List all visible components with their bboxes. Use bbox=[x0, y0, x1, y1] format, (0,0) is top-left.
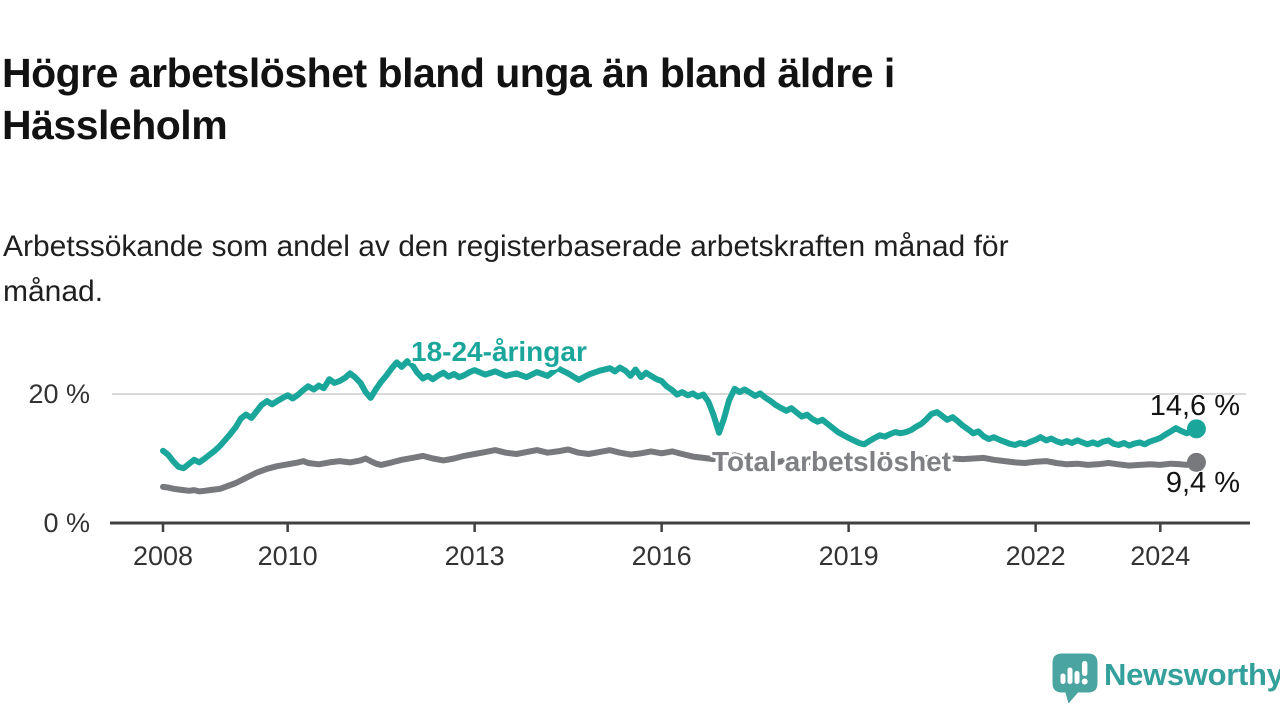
brand-name: Newsworthy bbox=[1104, 657, 1280, 692]
x-tick-label-2008: 2008 bbox=[132, 541, 194, 571]
end-value-label-young: 14,6 % bbox=[1149, 390, 1240, 422]
subtitle-line-1: Arbetssökande som andel av den registerb… bbox=[3, 230, 1009, 263]
title-line-1: Högre arbetslöshet bland unga än bland ä… bbox=[2, 50, 895, 97]
subtitle-line-2: månad. bbox=[3, 275, 104, 308]
x-tick-label-2016: 2016 bbox=[631, 541, 692, 571]
end-dot-young bbox=[1186, 419, 1206, 439]
y-tick-label-20: 20 % bbox=[28, 379, 90, 409]
chart-subtitle: Arbetssökande som andel av den registerb… bbox=[3, 224, 1183, 314]
series-line-young bbox=[160, 358, 1200, 472]
y-tick-label-0: 0 % bbox=[43, 508, 90, 538]
bar-medium bbox=[1074, 671, 1080, 684]
end-value-label-total: 9,4 % bbox=[1165, 467, 1240, 499]
x-tick-label-2010: 2010 bbox=[257, 541, 318, 571]
newsworthy-speech-bubble-bar-chart-icon bbox=[1052, 653, 1098, 704]
title-line-2: Hässleholm bbox=[2, 102, 228, 149]
end-dot-total bbox=[1186, 452, 1206, 472]
x-tick-label-2022: 2022 bbox=[1005, 541, 1066, 571]
newsworthy-logo[interactable]: Newsworthy bbox=[1051, 652, 1280, 705]
exclamation-dot bbox=[1081, 678, 1088, 685]
series-label-total: Total arbetslöshet bbox=[712, 446, 952, 477]
x-tick-label-2019: 2019 bbox=[818, 541, 879, 571]
exclamation-stem bbox=[1082, 661, 1088, 676]
x-tick-label-2013: 2013 bbox=[444, 541, 505, 571]
page-title: Högre arbetslöshet bland unga än bland ä… bbox=[2, 47, 1264, 151]
series-label-young: 18-24-åringar bbox=[411, 336, 587, 367]
bar-small bbox=[1060, 673, 1066, 684]
x-tick-label-2024: 2024 bbox=[1130, 541, 1191, 571]
series-line-total bbox=[160, 446, 1200, 495]
bar-tall bbox=[1067, 667, 1073, 684]
